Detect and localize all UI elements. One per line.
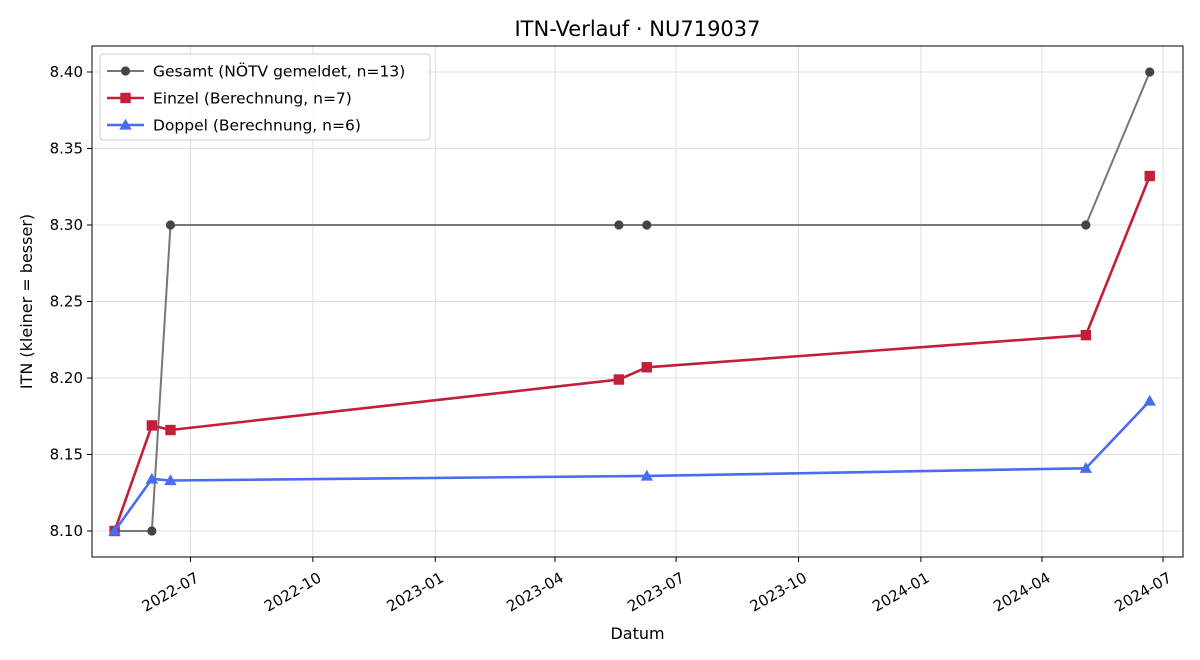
data-point: [1080, 329, 1092, 341]
legend-label: Einzel (Berechnung, n=7): [153, 90, 352, 108]
series-layer: [108, 67, 1156, 537]
data-point: [147, 526, 157, 536]
series-line: [113, 400, 1151, 532]
y-tick-label: 8.30: [50, 216, 83, 234]
data-point: [108, 524, 121, 536]
data-point: [614, 220, 624, 230]
data-point: [640, 469, 654, 481]
chart-title: ITN-Verlauf · NU719037: [514, 17, 760, 41]
data-point: [642, 220, 652, 230]
data-point: [1143, 394, 1156, 406]
data-point: [164, 474, 177, 486]
data-point: [613, 374, 625, 385]
legend-marker: [120, 92, 131, 104]
y-tick-label: 8.20: [50, 369, 83, 387]
series-2: [108, 394, 1156, 536]
x-axis-label: Datum: [610, 624, 664, 643]
x-tick-label: 2023-07: [624, 569, 687, 616]
legend-marker: [119, 118, 132, 130]
x-tick-label: 2024-01: [869, 569, 932, 616]
data-point: [641, 362, 653, 373]
y-tick-label: 8.25: [50, 293, 83, 311]
series-line: [113, 175, 1151, 532]
legend-marker: [120, 66, 131, 76]
legend-label: Gesamt (NÖTV gemeldet, n=13): [153, 62, 405, 81]
legend-item-2: Doppel (Berechnung, n=6): [107, 117, 361, 135]
legend-item-0: Gesamt (NÖTV gemeldet, n=13): [107, 62, 405, 81]
legend: Gesamt (NÖTV gemeldet, n=13) Einzel (Bere…: [99, 53, 431, 141]
x-tick-label: 2024-04: [990, 569, 1053, 616]
x-tick-label: 2023-04: [503, 569, 566, 616]
y-tick-label: 8.40: [50, 63, 83, 81]
x-tick-label: 2022-07: [139, 569, 202, 616]
legend-label: Doppel (Berechnung, n=6): [153, 117, 361, 135]
axis-ticks: 8.10 8.15 8.20 8.25 8.30 8.35 8.40 2022-07 2022-…: [50, 63, 1175, 616]
data-point: [1081, 220, 1091, 230]
legend-item-1: Einzel (Berechnung, n=7): [107, 90, 352, 108]
x-tick-label: 2023-01: [384, 569, 447, 616]
x-tick-label: 2024-07: [1111, 569, 1174, 616]
data-point: [165, 220, 176, 230]
legend-box: [99, 53, 431, 141]
data-point: [1144, 170, 1155, 182]
x-tick-label: 2022-10: [261, 569, 324, 616]
y-tick-label: 8.15: [50, 445, 83, 463]
data-point: [145, 472, 159, 484]
y-axis-label: ITN (kleiner = besser): [17, 214, 36, 389]
data-point: [1145, 67, 1155, 77]
data-point: [146, 420, 158, 431]
y-tick-label: 8.10: [50, 522, 83, 540]
x-tick-label: 2023-10: [747, 569, 810, 616]
data-point: [1079, 462, 1093, 473]
y-tick-label: 8.35: [50, 140, 83, 158]
data-point: [165, 424, 176, 436]
